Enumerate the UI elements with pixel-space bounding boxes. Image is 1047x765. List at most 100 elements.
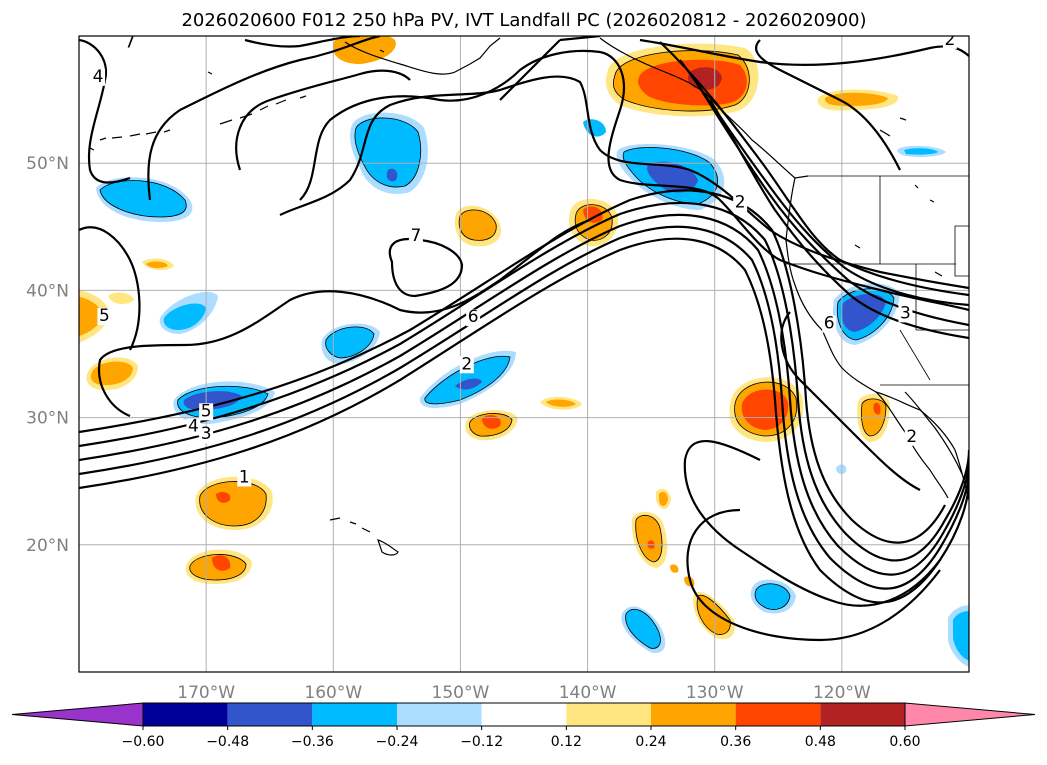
- pv-contour: [79, 226, 141, 351]
- colorbar-tick-label: 0.24: [635, 734, 666, 750]
- contour-label-halo: [822, 315, 837, 333]
- colorbar-segment: [312, 703, 397, 726]
- contour-label: 7: [124, 32, 135, 52]
- contour-label: 3: [900, 303, 911, 323]
- pv-contours: [79, 36, 969, 642]
- colorbar-tick-label: −0.12: [460, 734, 503, 750]
- pv-contour: [659, 41, 969, 297]
- anomaly-outline: [189, 554, 247, 581]
- positive-anomaly: [659, 491, 668, 506]
- negative-anomaly: [100, 180, 187, 217]
- pv-contour: [499, 36, 601, 101]
- positive-anomaly: [873, 402, 881, 415]
- positive-anomaly: [146, 261, 168, 269]
- colorbar-extend-max: [904, 702, 1036, 727]
- small-islands: [89, 49, 943, 277]
- negative-anomaly: [755, 583, 790, 610]
- colorbar-segment: [651, 703, 736, 726]
- colorbar: −0.60 −0.48 −0.36 −0.24 −0.12 0.12 0.24 0.36 0.4…: [11, 702, 1036, 750]
- lat-tick-label: 50°N: [26, 154, 69, 174]
- colorbar-extend-min: [11, 702, 144, 727]
- anomaly-outline: [424, 355, 511, 405]
- pv-contour: [147, 36, 381, 201]
- anomaly-outline: [99, 180, 187, 218]
- contour-label: 4: [93, 67, 104, 87]
- pv-contour: [686, 508, 941, 642]
- contour-label: 2: [461, 354, 472, 374]
- colorbar-segment: [566, 703, 651, 726]
- pv-contour: [235, 69, 411, 171]
- contour-label: 2: [906, 427, 917, 447]
- anomaly-outline: [458, 209, 497, 241]
- anomaly-outline: [469, 413, 513, 437]
- anomaly-outline: [861, 398, 887, 437]
- contour-label-halo: [459, 356, 474, 374]
- colorbar-segment: [481, 703, 567, 726]
- positive-anomaly: [333, 36, 396, 64]
- contour-label-halo: [186, 418, 201, 436]
- lon-tick-label: 150°W: [432, 683, 490, 703]
- negative-anomaly: [455, 378, 482, 390]
- contour-label-halo: [942, 36, 957, 49]
- pv-contour: [780, 311, 921, 491]
- positive-anomaly: [482, 415, 501, 429]
- contour-label-halo: [91, 68, 106, 86]
- lon-tick-label: 160°W: [304, 683, 362, 703]
- lat-tick-label: 40°N: [26, 281, 69, 301]
- anomaly-outline: [574, 204, 613, 241]
- negative-anomaly: [836, 464, 847, 475]
- contour-label-halo: [97, 307, 112, 325]
- longitude-labels: 170°W 160°W 150°W 140°W 130°W 120°W: [177, 683, 871, 703]
- positive-anomaly: [546, 399, 576, 407]
- ivt-pc-shading: [79, 36, 969, 667]
- colorbar-segment: [820, 703, 905, 726]
- colorbar-tick-label: 0.36: [720, 734, 751, 750]
- contour-label-halo: [199, 426, 214, 444]
- colorbar-segment: [397, 703, 482, 726]
- colorbar-tick-label: −0.60: [122, 734, 165, 750]
- contour-label-halo: [466, 309, 481, 327]
- negative-anomaly: [354, 117, 421, 188]
- anomaly-outline: [754, 583, 791, 610]
- contour-label: 5: [201, 401, 212, 421]
- colorbar-tick-label: 0.12: [551, 734, 582, 750]
- pv-contour: [709, 99, 969, 340]
- pv-contour: [79, 38, 131, 184]
- contour-label-halo: [122, 36, 137, 52]
- anomaly-outline: [199, 481, 267, 527]
- anomaly-outline: [734, 381, 798, 437]
- contour-label-halo: [733, 194, 748, 212]
- contour-label: 5: [99, 306, 110, 326]
- baja-coast: [875, 391, 963, 499]
- contour-label: 4: [188, 417, 199, 437]
- colorbar-tick-label: −0.36: [291, 734, 334, 750]
- pv-contour: [79, 225, 969, 590]
- negative-anomaly: [163, 303, 206, 330]
- pv-contour: [755, 39, 901, 171]
- colorbar-segment: [143, 703, 228, 726]
- positive-anomaly: [635, 515, 662, 562]
- anomaly-outline: [625, 608, 661, 649]
- positive-anomaly: [459, 209, 497, 241]
- pv-contour: [299, 49, 969, 312]
- alaska-coast: [344, 37, 501, 75]
- colorbar-segment: [735, 703, 821, 726]
- anomaly-outline: [354, 117, 422, 188]
- positive-anomaly: [79, 296, 104, 337]
- coastlines: [89, 37, 969, 556]
- map-frame: [78, 35, 970, 673]
- contour-label: 7: [411, 226, 422, 246]
- negative-anomaly: [904, 148, 938, 155]
- positive-anomaly: [108, 292, 134, 305]
- anomaly-outline: [325, 326, 375, 359]
- negative-anomaly: [841, 293, 886, 332]
- negative-anomaly: [325, 326, 374, 358]
- negative-anomaly: [183, 391, 242, 410]
- contour-label-halo: [904, 428, 919, 446]
- contour-label-halo: [237, 469, 252, 487]
- pv-contour: [683, 439, 941, 607]
- latitude-labels: 50°N 40°N 30°N 20°N: [26, 154, 69, 556]
- pv-contour: [388, 238, 464, 298]
